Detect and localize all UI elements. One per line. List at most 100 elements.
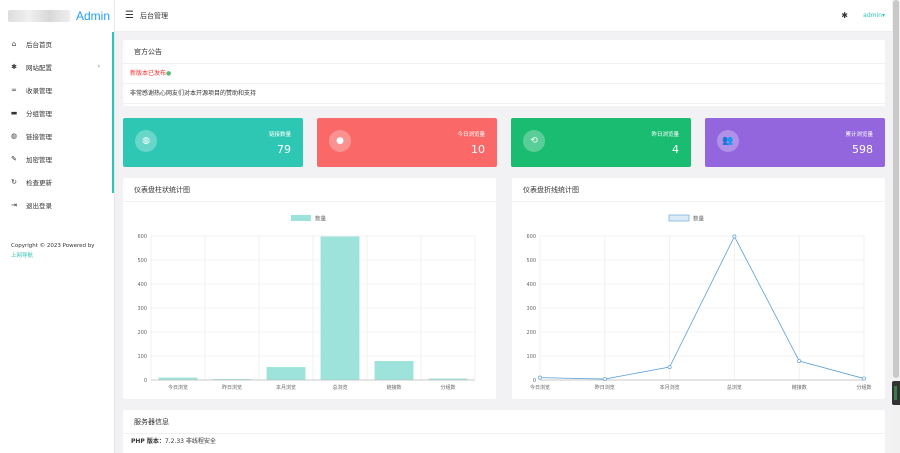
y-tick-label: 600: [526, 234, 536, 240]
logo[interactable]: Admin: [0, 0, 114, 32]
wechat-icon: ●: [166, 70, 172, 77]
notice-new-version[interactable]: 新版本已发布●: [123, 64, 885, 84]
bar-chart: 数量 0 100 200 300 400 500 600 今日浏览 昨日浏览 本月浏览 总浏览 链接数 分…: [137, 215, 476, 391]
legend-label: 数量: [693, 215, 705, 223]
chevron-down-icon: ▾: [881, 12, 885, 19]
x-tick-label: 本月浏览: [660, 384, 680, 391]
x-tick-label: 总浏览: [727, 384, 742, 391]
line-chart-title: 仪表盘折线统计图: [512, 178, 885, 202]
line-chart-card: 仪表盘折线统计图 数量 0 100 200 300 400 500 600 今日浏览 昨日浏览 本月…: [512, 178, 885, 399]
bar: [320, 236, 360, 380]
sidebar-item-label: 退出登录: [26, 201, 52, 210]
server-card: 服务器信息 PHP 版本：7.2.33 非线程安全: [123, 410, 885, 453]
stat-value: 10: [471, 143, 485, 156]
stat-label: 累计浏览量: [845, 132, 873, 138]
user-name: admin: [863, 12, 882, 19]
refresh-icon: ↻: [11, 177, 17, 186]
sidebar-item-3[interactable]: ▬ 分组管理: [0, 101, 114, 124]
notice-thanks: 非常感谢热心网友们对本开源项目的赞助和支持: [123, 84, 885, 104]
stat-value: 79: [277, 143, 291, 156]
stat-card: ⟲ 昨日浏览量 4: [511, 118, 691, 167]
logout-icon: ⇥: [11, 200, 17, 209]
stat-value: 598: [852, 143, 873, 156]
sidebar-item-4[interactable]: ◍ 链接管理: [0, 124, 114, 147]
x-tick-label: 今日浏览: [168, 384, 188, 391]
sidebar-menu: ⌂ 后台首页 ✱ 网站配置 › ∞ 收录管理 ▬ 分组管理 ◍ 链接管理 ✎ 加密管理 ↻ 检查更新 ⇥ 退出登…: [0, 32, 114, 216]
y-tick-label: 100: [526, 354, 536, 360]
sidebar-item-label: 链接管理: [26, 132, 52, 141]
line-chart: 数量 0 100 200 300 400 500 600 今日浏览 昨日浏览 本月浏览 总浏览 链接数 分…: [526, 214, 871, 392]
scrollbar[interactable]: [892, 0, 900, 453]
logo-blurred-text: [8, 10, 70, 22]
scrollbar-thumb[interactable]: [893, 0, 899, 378]
logo-text: Admin: [76, 9, 111, 23]
y-tick-label: 100: [137, 354, 147, 360]
y-tick-label: 0: [533, 378, 536, 384]
stat-label: 今日浏览量: [457, 132, 485, 138]
sidebar-item-label: 检查更新: [26, 178, 52, 187]
data-point: [797, 359, 802, 363]
side-widget[interactable]: [892, 381, 900, 405]
menu-toggle-icon[interactable]: ☰: [125, 10, 134, 21]
data-point: [732, 234, 737, 239]
y-tick-label: 300: [137, 306, 147, 312]
link-icon: ∞: [11, 85, 17, 94]
stat-card: 👥 累计浏览量 598: [705, 118, 885, 167]
x-tick-label: 链接数: [386, 384, 401, 391]
page-title: 后台管理: [139, 11, 168, 20]
folder-icon: ▬: [10, 108, 18, 117]
copyright-link[interactable]: 上网导航: [11, 253, 34, 259]
sidebar-item-2[interactable]: ∞ 收录管理: [0, 78, 114, 101]
y-tick-label: 0: [144, 378, 147, 384]
stat-value: 4: [672, 143, 679, 156]
user-menu[interactable]: admin▾: [863, 12, 885, 19]
stat-card: ◍ 链接数量 79: [123, 118, 303, 167]
y-tick-label: 600: [137, 234, 147, 240]
sidebar-item-label: 网站配置: [26, 63, 52, 72]
topbar: ☰ 后台管理 ✱ admin▾: [115, 0, 900, 32]
x-tick-label: 总浏览: [332, 384, 347, 391]
sidebar-item-label: 分组管理: [26, 109, 52, 118]
y-tick-label: 500: [137, 258, 147, 264]
new-version-text[interactable]: 新版本已发布: [130, 70, 167, 77]
server-title: 服务器信息: [123, 410, 885, 434]
y-tick-label: 300: [526, 306, 536, 312]
stat-label: 昨日浏览量: [651, 132, 679, 138]
data-point: [667, 365, 672, 369]
globe-icon: ◍: [135, 130, 157, 152]
palette-icon: ✱: [11, 62, 17, 71]
globe-icon: ◍: [10, 131, 18, 140]
legend-swatch: [668, 214, 690, 222]
y-tick-label: 500: [526, 258, 536, 264]
home-icon: ⌂: [11, 39, 17, 48]
x-tick-label: 链接数: [792, 384, 807, 391]
series-line: [539, 235, 865, 380]
sidebar-item-0[interactable]: ⌂ 后台首页: [0, 32, 114, 55]
sidebar: Admin ⌂ 后台首页 ✱ 网站配置 › ∞ 收录管理 ▬ 分组管理 ◍ 链接管理 ✎ 加密管理 ↻ 检查…: [0, 0, 115, 453]
sidebar-item-5[interactable]: ✎ 加密管理: [0, 147, 114, 170]
notice-card: 官方公告 新版本已发布● 非常感谢热心网友们对本开源项目的赞助和支持: [123, 40, 885, 106]
y-tick-label: 400: [137, 282, 147, 288]
stat-card: ● 今日浏览量 10: [317, 118, 497, 167]
refresh-icon: ⟲: [523, 130, 545, 152]
palette-icon[interactable]: ✱: [841, 11, 848, 20]
sidebar-item-label: 后台首页: [26, 40, 52, 49]
sidebar-item-6[interactable]: ↻ 检查更新: [0, 170, 114, 193]
users-icon: 👥: [717, 130, 739, 152]
bar-chart-card: 仪表盘柱状统计图 数量 0 100 200 300 400 500 600 今日浏览 昨日浏览 本月…: [123, 178, 496, 399]
y-tick-label: 400: [526, 282, 536, 288]
x-tick-label: 昨日浏览: [595, 384, 615, 391]
bar: [374, 361, 414, 380]
sidebar-item-7[interactable]: ⇥ 退出登录: [0, 193, 114, 216]
legend-swatch: [291, 215, 311, 221]
bar-chart-title: 仪表盘柱状统计图: [123, 178, 496, 202]
y-tick-label: 200: [137, 330, 147, 336]
data-point: [538, 375, 542, 380]
copyright: Copyright © 2023 Powered by 上网导航: [11, 241, 95, 261]
php-version-row: PHP 版本：7.2.33 非线程安全: [123, 434, 885, 450]
sidebar-item-label: 收录管理: [26, 86, 52, 95]
bar: [158, 377, 198, 380]
sidebar-item-1[interactable]: ✱ 网站配置 ›: [0, 55, 114, 78]
user-icon: ●: [329, 130, 351, 152]
data-point: [602, 377, 607, 381]
